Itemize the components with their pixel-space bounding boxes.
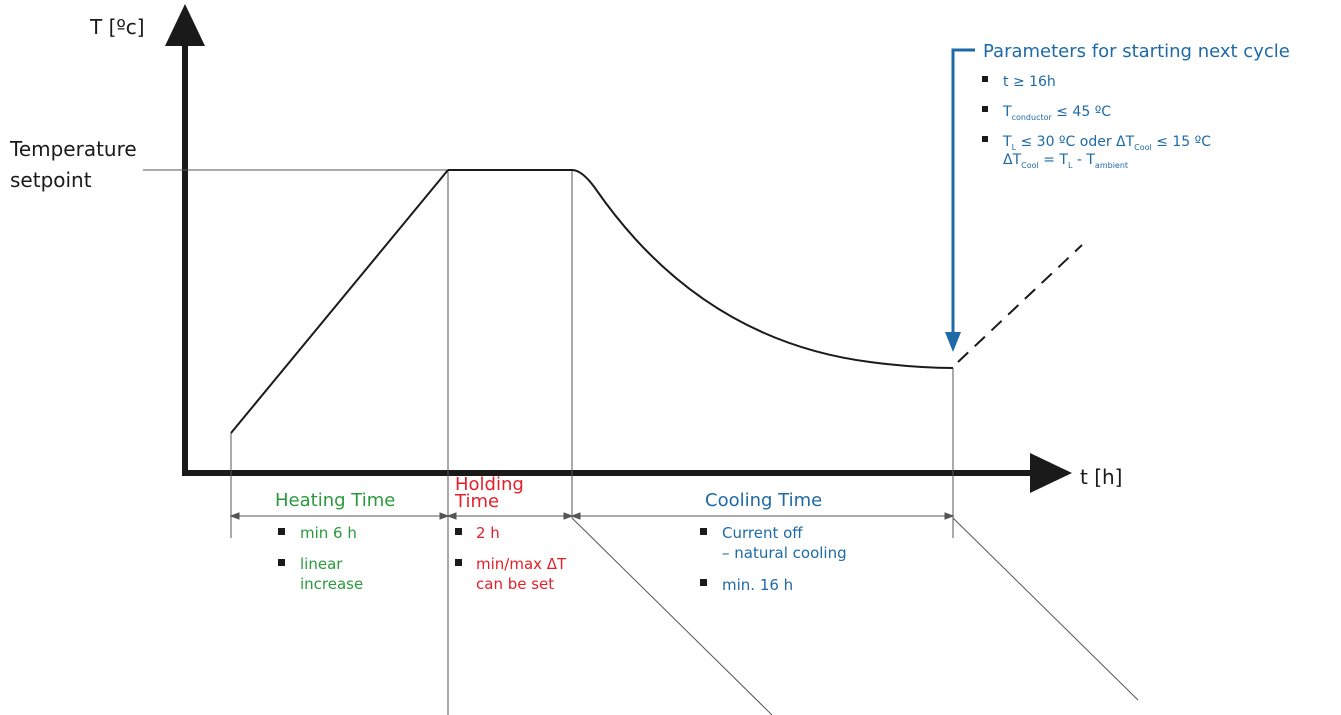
y-axis-arrow [165, 4, 205, 46]
holding-title: Holding Time [454, 474, 530, 512]
holding-bullet-1: 2 h [476, 524, 500, 542]
heating-dim-arrow-right [439, 512, 450, 520]
heating-title: Heating Time [275, 490, 395, 511]
y-axis-label: T [ºc] [89, 15, 145, 39]
holding-dim-arrow-left [446, 512, 457, 520]
holding-bullet-1-marker [455, 528, 462, 535]
holding-bullet-2: min/max ΔT can be set [476, 555, 571, 593]
diagonal-line-holding [571, 517, 773, 715]
next-cycle-callout: Parameters for starting next cycle t ≥ 1… [945, 41, 1290, 352]
param-bullet-1-marker [982, 76, 988, 82]
holding-phase: Holding Time 2 h min/max ΔT can be set [454, 474, 571, 593]
next-cycle-title: Parameters for starting next cycle [983, 41, 1290, 62]
cooling-bullet-2-marker [700, 579, 707, 586]
setpoint-label: Temperature setpoint [9, 137, 143, 192]
dimension-arrows [229, 512, 955, 520]
heating-bullet-1-marker [278, 528, 285, 535]
heating-bullet-2: linear increase [300, 555, 363, 593]
cooling-phase: Cooling Time Current off – natural cooli… [700, 490, 847, 594]
cooling-bullet-1-marker [700, 528, 707, 535]
cooling-dim-arrow-right [944, 512, 955, 520]
temperature-curve [230, 169, 1083, 434]
callout-bracket [951, 48, 975, 335]
cooling-title: Cooling Time [705, 490, 822, 511]
phase-boundaries [230, 170, 1139, 715]
cooling-bullet-2: min. 16 h [722, 576, 793, 594]
x-axis-label: t [h] [1080, 465, 1122, 489]
param-conductor: Tconductor ≤ 45 ºC [1002, 104, 1111, 122]
param-bullet-3-marker [982, 136, 988, 142]
heating-phase: Heating Time min 6 h linear increase [275, 490, 395, 593]
cooling-curve [571, 169, 954, 369]
heating-bullet-2-marker [278, 559, 285, 566]
param-time: t ≥ 16h [1003, 74, 1056, 90]
cooling-dim-arrow-left [570, 512, 581, 520]
holding-dim-arrow-right [563, 512, 574, 520]
param-bullet-2-marker [982, 106, 988, 112]
setpoint: Temperature setpoint [9, 137, 448, 192]
cooling-bullet-1: Current off – natural cooling [722, 524, 847, 562]
x-axis-arrow [1030, 453, 1072, 493]
param-alt: TL ≤ 30 ºC oder ΔTCool ≤ 15 ºC [1002, 134, 1211, 152]
heating-bullet-1: min 6 h [300, 524, 357, 542]
heating-dim-arrow-left [229, 512, 240, 520]
diagonal-line-cooling [952, 517, 1139, 701]
holding-bullet-2-marker [455, 559, 462, 566]
next-cycle-dashed [957, 244, 1083, 363]
callout-arrow-head [945, 332, 961, 352]
heating-ramp [230, 169, 449, 434]
axes: T [ºc] t [h] [89, 4, 1122, 493]
param-formula: ΔTCool = TL - Tambient [1003, 152, 1128, 170]
